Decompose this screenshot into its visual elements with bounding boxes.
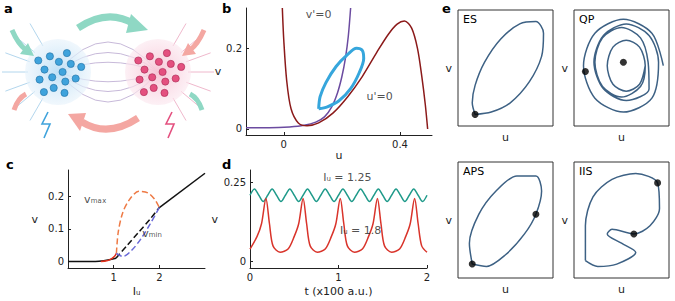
svg-text:u: u [618,283,625,296]
svg-text:0.1: 0.1 [48,223,64,234]
svg-text:v: v [445,214,452,227]
svg-text:u: u [502,283,509,296]
svg-text:0: 0 [281,139,287,150]
svg-text:ES: ES [463,13,477,26]
svg-text:u: u [618,131,625,144]
svg-text:0.2: 0.2 [48,191,64,202]
svg-text:0: 0 [58,256,64,267]
svg-text:v: v [561,214,568,227]
svg-text:t (x100 a.u.): t (x100 a.u.) [304,285,372,298]
svg-text:v: v [215,65,222,78]
svg-text:1: 1 [335,272,341,283]
svg-text:u: u [336,149,343,162]
svg-text:2: 2 [424,272,430,283]
svg-text:u: u [502,131,509,144]
svg-text:vₘᵢₙ: vₘᵢₙ [142,227,162,240]
svg-text:v'=0: v'=0 [306,8,332,21]
svg-text:Iᵤ = 1.8: Iᵤ = 1.8 [340,224,381,237]
svg-text:1: 1 [110,272,116,283]
svg-text:v: v [445,62,452,75]
svg-text:0.2: 0.2 [226,43,242,54]
svg-text:v: v [561,62,568,75]
svg-text:QP: QP [579,13,595,26]
svg-text:Iᵤ: Iᵤ [133,285,141,298]
svg-text:APS: APS [463,165,484,178]
svg-text:0: 0 [247,272,253,283]
svg-text:c: c [6,157,14,172]
svg-text:v: v [31,213,38,226]
svg-text:v: v [211,213,218,226]
svg-text:d: d [222,157,231,172]
svg-text:0: 0 [236,123,242,134]
svg-text:e: e [442,1,451,16]
svg-text:0: 0 [240,256,246,267]
svg-text:b: b [222,1,231,16]
svg-text:u'=0: u'=0 [367,90,393,103]
svg-text:a: a [4,1,13,16]
svg-text:0.4: 0.4 [392,139,408,150]
svg-text:vₘₐₓ: vₘₐₓ [84,193,107,206]
svg-text:2: 2 [156,272,162,283]
svg-text:0.25: 0.25 [224,177,246,188]
svg-text:IIS: IIS [579,165,592,178]
svg-text:Iᵤ = 1.25: Iᵤ = 1.25 [323,171,371,184]
